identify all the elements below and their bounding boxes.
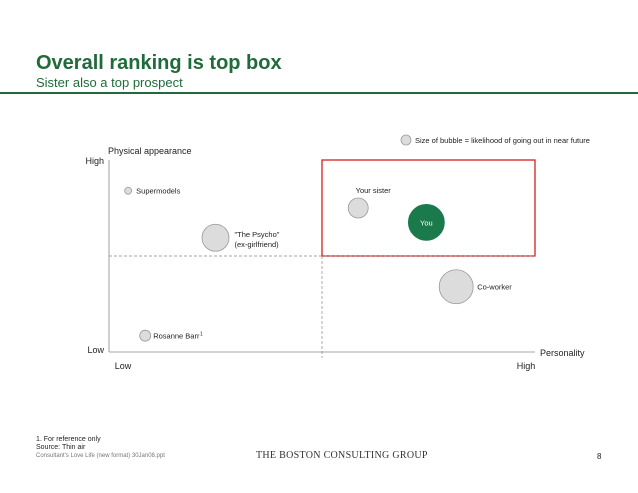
- bubble-label-your-sister: Your sister: [356, 186, 392, 195]
- x-tick-low: Low: [115, 361, 132, 371]
- y-axis-label: Physical appearance: [108, 146, 192, 156]
- legend-label: Size of bubble = likelihood of going out…: [415, 136, 590, 145]
- footnote-source: Source: Thin air: [36, 444, 86, 451]
- x-tick-high: High: [517, 361, 536, 371]
- bubble-label-supermodels: Supermodels: [136, 187, 180, 196]
- legend-bubble-icon: [400, 134, 412, 146]
- y-tick-high: High: [85, 156, 104, 166]
- page-title: Overall ranking is top box: [36, 52, 282, 74]
- bubble-the-psycho: [201, 223, 230, 252]
- page-number: 8: [597, 452, 602, 461]
- highlight-box: [321, 159, 536, 257]
- title-divider: [0, 92, 638, 94]
- bubble-label-rosanne-barr: Rosanne Barr: [153, 332, 200, 341]
- footnote-reference: 1. For reference only: [36, 436, 101, 443]
- bubble-label-co-worker: Co-worker: [477, 283, 512, 292]
- footer-filename: Consultant's Love Life (new format) 30Ja…: [36, 453, 165, 459]
- page-subtitle: Sister also a top prospect: [36, 75, 183, 90]
- bcg-logo: THE BOSTON CONSULTING GROUP: [256, 450, 428, 461]
- bubble-label-the-psycho-1: "The Psycho": [235, 230, 280, 239]
- bubble-supermodels: [124, 186, 133, 195]
- x-axis-label: Personality: [540, 348, 585, 358]
- bubble-co-worker: [438, 269, 474, 305]
- bubble-rosanne-barr: [139, 329, 152, 342]
- bubble-your-sister: [347, 197, 369, 219]
- bubble-you: [407, 203, 445, 241]
- y-tick-low: Low: [87, 345, 104, 355]
- bubble-label-you: You: [420, 218, 433, 227]
- bubble-label-rosanne-barr-superscript: 1: [200, 332, 203, 338]
- bubble-label-the-psycho-2: (ex-girlfriend): [235, 240, 280, 249]
